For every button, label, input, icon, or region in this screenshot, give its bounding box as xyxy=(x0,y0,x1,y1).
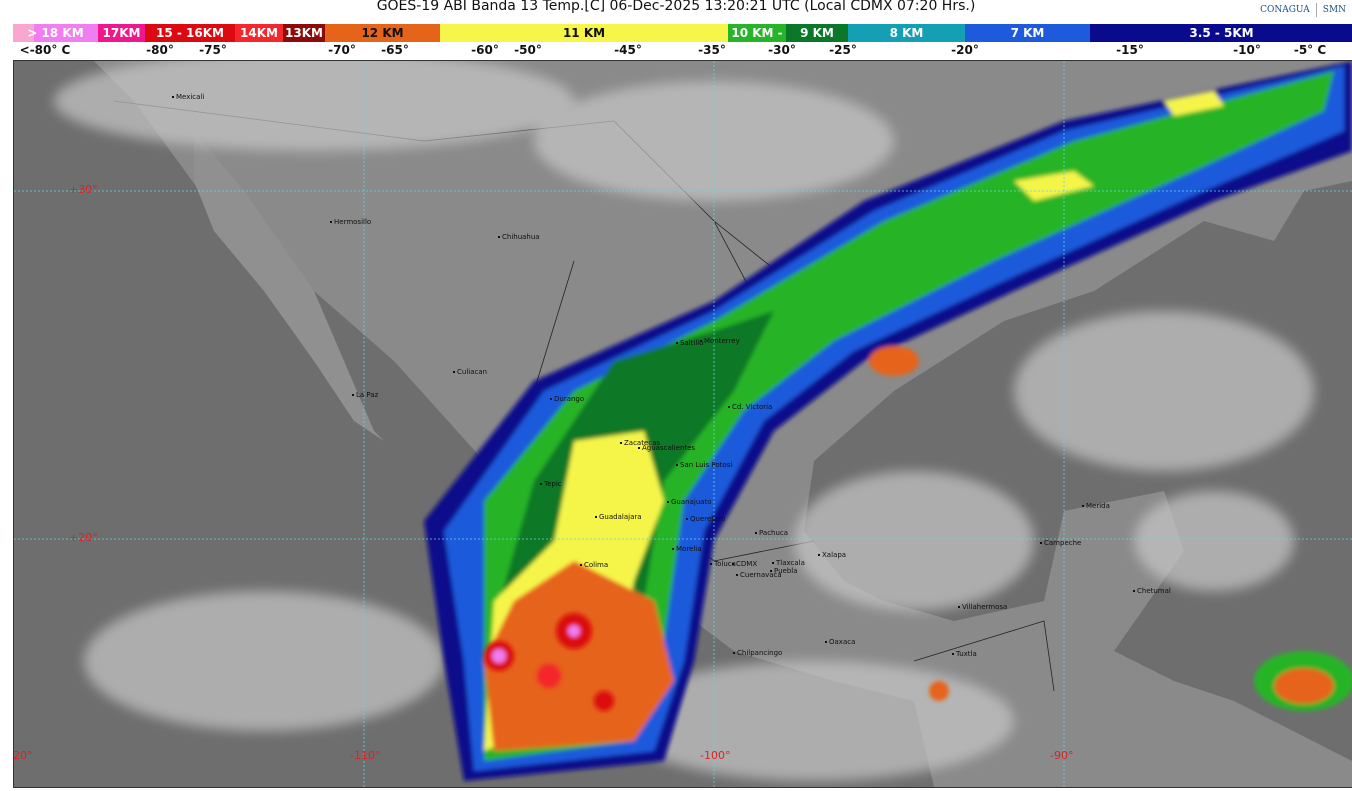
temperature-label: -10° xyxy=(1233,43,1261,57)
legend-swatch: > 18 KM xyxy=(13,24,98,42)
longitude-label: -120° xyxy=(13,749,33,762)
temperature-label: -15° xyxy=(1116,43,1144,57)
temperature-label: <-80° C xyxy=(19,43,71,57)
legend-swatch: 14KM xyxy=(235,24,283,42)
satellite-map: Mexicali Hermosillo Chihuahua Culiacan La Pa… xyxy=(13,60,1352,788)
city-label: Colima xyxy=(579,561,609,569)
legend-swatch: 11 KM xyxy=(440,24,728,42)
city-label: Chihuahua xyxy=(498,233,540,241)
city-label: Saltillo xyxy=(676,339,704,347)
logo-divider xyxy=(1315,3,1317,17)
city-label: Toluca xyxy=(710,560,736,568)
city-label: Aguascalientes xyxy=(637,444,696,452)
city-label: Guadalajara xyxy=(595,513,642,521)
city-label: Tepic xyxy=(540,480,562,488)
conagua-logo: CONAGUA xyxy=(1260,5,1310,15)
city-label: Durango xyxy=(549,395,585,403)
city-label: Zacatecas xyxy=(619,439,661,447)
longitude-label: -110° xyxy=(350,749,381,762)
color-legend: > 18 KM 17KM 15 - 16KM 14KM 13KM 12 KM 11 KM 10… xyxy=(0,24,1352,42)
temperature-label: -30° xyxy=(768,43,796,57)
city-label: Puebla xyxy=(770,567,798,575)
temperature-label: -5° C xyxy=(1293,43,1327,57)
logos: CONAGUA SMN xyxy=(1260,3,1346,17)
temperature-label: -60° xyxy=(471,43,499,57)
cloud-tops xyxy=(424,61,1352,781)
city-label: Culiacan xyxy=(452,368,488,376)
city-label: Monterrey xyxy=(700,337,740,345)
legend-swatch: 10 KM - xyxy=(728,24,786,42)
temperature-label: -80° xyxy=(146,43,174,57)
city-label: Chetumal xyxy=(1133,587,1171,595)
temperature-label: -75° xyxy=(199,43,227,57)
legend-swatch: 7 KM xyxy=(965,24,1090,42)
city-label: Campeche xyxy=(1039,539,1082,547)
temperature-label: -50° xyxy=(514,43,542,57)
city-label: Chilpancingo xyxy=(732,649,783,657)
temperature-label: -35° xyxy=(698,43,726,57)
temperature-label: -20° xyxy=(951,43,979,57)
legend-swatch: 13KM xyxy=(283,24,325,42)
temperature-label: -25° xyxy=(829,43,857,57)
smn-logo: SMN xyxy=(1322,5,1346,15)
longitude-label: -100° xyxy=(700,749,731,762)
city-label: Guanajuato xyxy=(667,498,712,506)
longitude-label: -90° xyxy=(1050,749,1074,762)
city-label: Xalapa xyxy=(817,551,847,559)
legend-swatch: 9 KM xyxy=(786,24,848,42)
city-label: Cuernavaca xyxy=(736,571,782,579)
lat-lon-grid xyxy=(14,61,1352,787)
city-label: Tlaxcala xyxy=(772,559,805,567)
legend-swatch: 12 KM xyxy=(325,24,440,42)
city-label: Pachuca xyxy=(754,529,789,537)
city-label: Merida xyxy=(1082,502,1110,510)
city-label: CDMX xyxy=(731,560,758,568)
legend-swatch: 15 - 16KM xyxy=(145,24,235,42)
city-label: Tuxtla xyxy=(952,650,977,658)
city-label: Hermosillo xyxy=(329,218,372,226)
temperature-label: -70° xyxy=(328,43,356,57)
city-label: Villahermosa xyxy=(957,603,1008,611)
temperature-label: -45° xyxy=(614,43,642,57)
city-label: San Luis Potosi xyxy=(675,461,733,469)
latitude-label: +20° xyxy=(69,531,98,544)
city-label: Morelia xyxy=(672,545,702,553)
legend-swatch: 8 KM xyxy=(848,24,965,42)
legend-swatch: 17KM xyxy=(98,24,145,42)
map-imagery xyxy=(14,61,1352,787)
temperature-label: -65° xyxy=(381,43,409,57)
image-title: GOES-19 ABI Banda 13 Temp.[C] 06-Dec-202… xyxy=(376,0,976,14)
city-label: La Paz xyxy=(351,391,379,399)
city-label: Queretaro xyxy=(685,515,726,523)
city-label: Cd. Victoria xyxy=(727,403,773,411)
latitude-label: +30° xyxy=(69,183,98,196)
city-label: Oaxaca xyxy=(824,638,856,646)
baja-peninsula xyxy=(194,131,384,441)
legend-swatch: 3.5 - 5KM xyxy=(1090,24,1352,42)
temperature-scale: <-80° C -80° -75° -70° -65° -60° -50° -45° -35° -… xyxy=(0,43,1352,59)
city-label: Mexicali xyxy=(171,93,205,101)
